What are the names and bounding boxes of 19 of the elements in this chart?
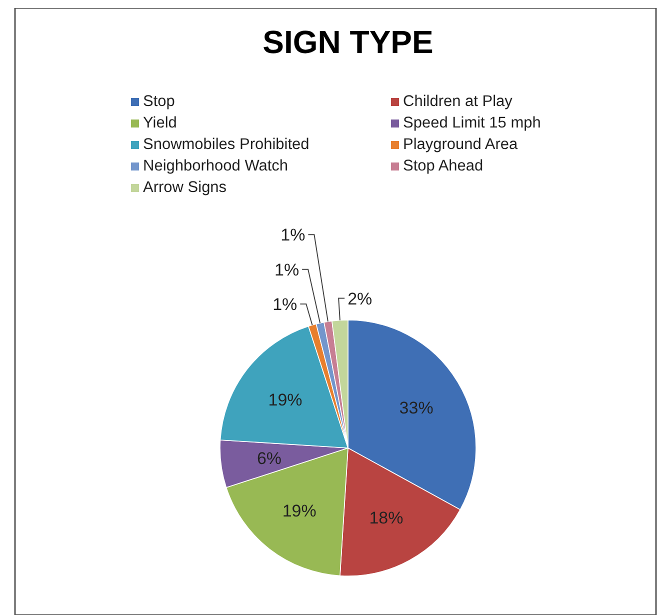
- legend-label: Stop: [143, 93, 175, 110]
- legend-label: Neighborhood Watch: [143, 158, 288, 174]
- legend-label: Snowmobiles Prohibited: [143, 136, 310, 153]
- data-label: 19%: [268, 390, 302, 410]
- legend-label: Yield: [143, 114, 177, 132]
- data-label: 2%: [348, 289, 372, 308]
- legend-label: Stop Ahead: [403, 158, 484, 174]
- chart-title: SIGN TYPE: [262, 24, 434, 60]
- legend-label: Children at Play: [403, 93, 513, 110]
- data-label: 6%: [256, 448, 282, 468]
- data-label: 1%: [272, 294, 298, 314]
- data-label: 1%: [280, 226, 306, 245]
- data-label: 1%: [274, 260, 300, 280]
- legend-label: Arrow Signs: [143, 179, 227, 196]
- legend-label: Playground Area: [403, 136, 518, 153]
- data-label: 19%: [282, 502, 316, 521]
- data-label: 33%: [399, 398, 434, 418]
- legend-label: Speed Limit 15 mph: [403, 114, 541, 132]
- data-label: 18%: [369, 508, 404, 528]
